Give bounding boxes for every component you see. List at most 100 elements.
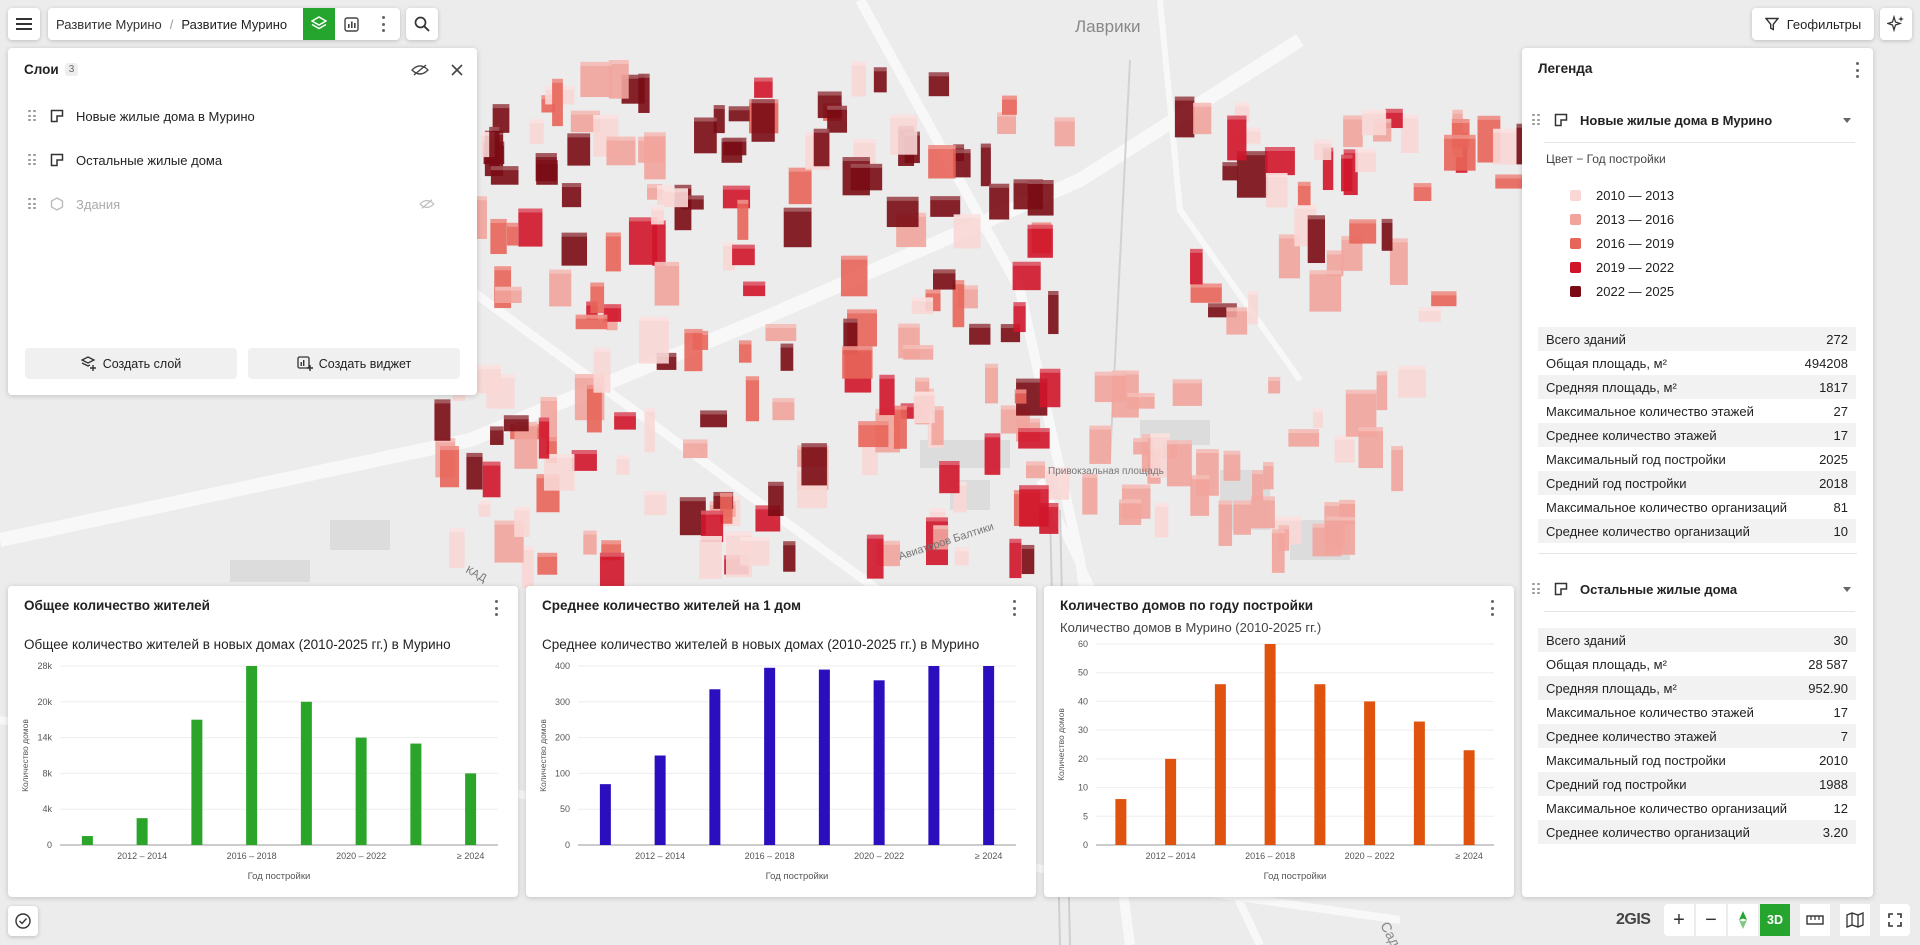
x-tick-label: 2016 – 2018 xyxy=(1245,851,1295,861)
compass-button[interactable] xyxy=(1728,904,1758,936)
eye-off-icon xyxy=(411,64,429,76)
map-building-roof xyxy=(1314,139,1332,144)
layer-row-new-houses[interactable]: Новые жилые дома в Мурино xyxy=(28,101,457,131)
create-layer-label: Создать слой xyxy=(102,356,182,371)
legend-item: 2016 — 2019 xyxy=(1544,231,1854,255)
drag-handle-icon[interactable] xyxy=(1532,114,1540,126)
zoom-in-button[interactable]: + xyxy=(1664,904,1694,936)
ai-assistant-button[interactable] xyxy=(1880,8,1912,40)
search-button[interactable] xyxy=(406,8,438,40)
breadcrumb-dashboard[interactable]: Развитие Мурино xyxy=(181,16,288,32)
fullscreen-button[interactable] xyxy=(1880,904,1910,936)
map-building xyxy=(490,166,519,185)
map-building-roof xyxy=(628,217,658,222)
widget-title: Количество домов по году постройки xyxy=(1060,598,1314,613)
bar-chart: 0 50 100 200 300 400 2012 – 2014 2016 – 2018 202… xyxy=(538,661,1016,882)
map-building-roof xyxy=(858,421,889,426)
map-building xyxy=(723,242,735,271)
widget-more-button[interactable] xyxy=(1004,598,1024,618)
map-building xyxy=(567,133,591,166)
map-building xyxy=(537,552,558,575)
map-building xyxy=(599,552,625,588)
map-building-roof xyxy=(552,78,563,83)
map-building xyxy=(482,461,501,498)
create-widget-button[interactable]: Создать виджет xyxy=(248,348,460,379)
map-building xyxy=(772,398,795,421)
map-building xyxy=(1218,500,1233,546)
widget-more-button[interactable] xyxy=(1482,598,1502,618)
map-building xyxy=(801,443,827,486)
close-layers-button[interactable] xyxy=(445,58,469,82)
legend-stats-other-houses: Всего зданий 30 Общая площадь, м² 28 587 С… xyxy=(1538,628,1856,844)
map-building-roof xyxy=(969,323,991,328)
geofilters-button[interactable]: Геофильтры xyxy=(1752,8,1874,40)
layer-row-other-houses[interactable]: Остальные жилые дома xyxy=(28,145,457,175)
map-building-roof xyxy=(1312,408,1323,413)
toggle-3d-button[interactable]: 3D xyxy=(1760,904,1790,936)
map-building xyxy=(842,346,873,379)
eye-off-icon[interactable] xyxy=(419,198,435,210)
create-layer-button[interactable]: Создать слой xyxy=(25,348,237,379)
ruler-button[interactable] xyxy=(1800,904,1830,936)
map-building xyxy=(1222,162,1238,181)
map-building-roof xyxy=(1355,148,1376,153)
map-building xyxy=(1413,183,1432,202)
menu-button[interactable] xyxy=(8,8,40,40)
widget-more-button[interactable] xyxy=(486,598,506,618)
history-button[interactable] xyxy=(8,906,38,936)
map-building-roof xyxy=(606,136,636,141)
layers-toggle-button[interactable] xyxy=(303,8,335,40)
project-more-button[interactable] xyxy=(367,8,399,40)
map-building-roof xyxy=(506,222,519,227)
map-building-roof xyxy=(471,364,501,369)
map-building-roof xyxy=(1264,146,1295,151)
drag-handle-icon[interactable] xyxy=(28,154,36,166)
map-building-roof xyxy=(847,309,878,314)
map-building xyxy=(850,163,883,191)
map-building-roof xyxy=(851,61,867,66)
map-building xyxy=(561,183,582,208)
drag-handle-icon[interactable] xyxy=(1532,583,1540,595)
y-tick-label: 20 xyxy=(1078,754,1088,764)
drag-handle-icon[interactable] xyxy=(28,198,36,210)
map-building xyxy=(434,399,451,441)
stat-row: Средняя площадь, м² 1817 xyxy=(1538,375,1856,399)
stat-row: Максимальное количество организаций 81 xyxy=(1546,499,1848,515)
drag-handle-icon[interactable] xyxy=(28,110,36,122)
map-building-roof xyxy=(958,285,978,290)
hamburger-icon xyxy=(16,18,32,30)
chevron-down-icon[interactable] xyxy=(1842,586,1852,593)
map-building-roof xyxy=(656,185,673,190)
x-tick-label: 2012 – 2014 xyxy=(117,851,167,861)
legend-group-other-houses-header[interactable]: Остальные жилые дома xyxy=(1532,579,1862,599)
widgets-toggle-button[interactable] xyxy=(335,8,367,40)
legend-group-new-houses-header[interactable]: Новые жилые дома в Мурино xyxy=(1532,110,1862,130)
map-building xyxy=(954,547,969,566)
map-building-roof xyxy=(1495,174,1526,179)
legend-more-button[interactable] xyxy=(1845,58,1869,82)
map-building xyxy=(939,460,960,494)
map-building-roof xyxy=(593,347,611,352)
x-tick-label: 2016 – 2018 xyxy=(745,851,795,861)
map-building-roof xyxy=(893,405,907,410)
map-building xyxy=(1361,109,1387,136)
map-style-button[interactable] xyxy=(1840,904,1870,936)
chevron-down-icon[interactable] xyxy=(1842,117,1852,124)
widget-title: Среднее количество жителей на 1 дом xyxy=(542,598,802,613)
breadcrumb-project[interactable]: Развитие Мурино xyxy=(56,16,162,32)
map-building-roof xyxy=(574,373,605,378)
map-building-roof xyxy=(850,163,883,168)
map-building xyxy=(1082,473,1098,515)
polygon-layer-icon xyxy=(1554,113,1568,127)
map-building-roof xyxy=(1309,270,1342,275)
hide-all-layers-button[interactable] xyxy=(408,58,432,82)
map-building-roof xyxy=(521,546,534,551)
layer-row-buildings[interactable]: Здания xyxy=(28,189,457,219)
map-building xyxy=(866,534,884,579)
map-building-roof xyxy=(664,188,688,193)
map-building-roof xyxy=(1016,378,1048,383)
map-building-roof xyxy=(1326,250,1344,255)
zoom-out-button[interactable]: − xyxy=(1696,904,1726,936)
map-building-roof xyxy=(605,232,621,237)
map-building-roof xyxy=(514,506,530,511)
